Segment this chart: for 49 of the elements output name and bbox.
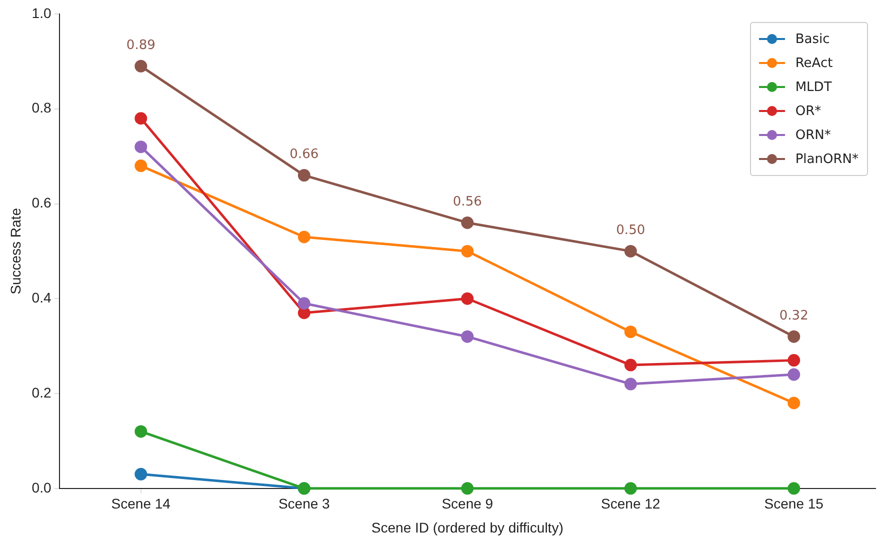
- x-tick-label: Scene 12: [601, 496, 660, 512]
- data-label: 0.50: [616, 223, 646, 238]
- point: [298, 297, 310, 310]
- data-label: 0.89: [126, 38, 156, 54]
- point: [298, 169, 310, 182]
- y-tick-label: 0.4: [32, 290, 52, 306]
- point: [134, 160, 148, 172]
- legend-label: MLDT: [795, 80, 832, 94]
- point: [788, 482, 800, 495]
- x-tick-label: Scene 15: [764, 496, 824, 512]
- point: [134, 60, 148, 72]
- data-label: 0.32: [779, 308, 808, 324]
- point: [134, 112, 148, 125]
- point: [624, 358, 637, 372]
- point: [461, 216, 474, 229]
- y-tick-label: 0.0: [32, 479, 52, 496]
- legend-label: OR*: [795, 104, 822, 118]
- point: [461, 482, 474, 495]
- point: [788, 368, 800, 381]
- point: [298, 306, 310, 320]
- y-axis-title: Success Rate: [7, 208, 24, 294]
- x-tick-label: Scene 3: [278, 496, 330, 512]
- point: [461, 292, 474, 305]
- y-tick-label: 0.6: [32, 194, 52, 211]
- y-tick-label: 0.8: [32, 100, 52, 116]
- point: [788, 330, 800, 343]
- x-tick-label: Scene 14: [111, 496, 171, 512]
- point: [461, 330, 474, 343]
- x-axis-title: Scene ID (ordered by difficulty): [371, 519, 564, 536]
- x-tick-label: Scene 9: [442, 496, 494, 512]
- point: [624, 326, 637, 338]
- point: [788, 396, 800, 410]
- y-tick-label: 0.2: [32, 384, 52, 400]
- point: [134, 425, 148, 438]
- legend-label: Basic: [795, 32, 830, 46]
- point: [624, 482, 637, 495]
- point: [788, 354, 800, 367]
- y-tick-label: 1.0: [32, 4, 52, 21]
- point: [134, 468, 148, 480]
- data-label: 0.66: [290, 147, 319, 162]
- legend-label: PlanORN*: [795, 152, 858, 166]
- legend-label: ORN*: [795, 128, 831, 142]
- point: [624, 244, 637, 258]
- point: [298, 230, 310, 244]
- point: [134, 140, 148, 154]
- point: [461, 244, 474, 258]
- point: [624, 378, 637, 390]
- data-label: 0.56: [452, 194, 482, 210]
- legend-label: ReAct: [795, 56, 833, 70]
